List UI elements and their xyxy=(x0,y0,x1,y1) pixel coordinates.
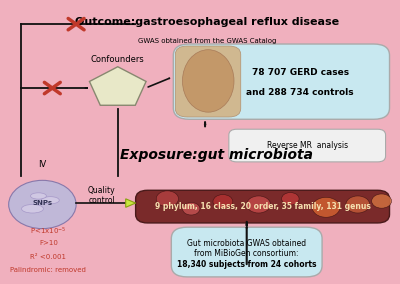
Circle shape xyxy=(156,191,178,207)
Polygon shape xyxy=(126,199,136,207)
Circle shape xyxy=(282,193,299,205)
Circle shape xyxy=(213,195,233,209)
Circle shape xyxy=(247,196,270,213)
Text: Quality
control: Quality control xyxy=(88,186,116,205)
Ellipse shape xyxy=(30,193,46,199)
Text: Reverse MR  analysis: Reverse MR analysis xyxy=(267,141,348,150)
Text: 78 707 GERD cases: 78 707 GERD cases xyxy=(252,68,349,77)
Text: and 288 734 controls: and 288 734 controls xyxy=(246,88,354,97)
Circle shape xyxy=(9,180,76,229)
Text: P<1x10$^{-5}$: P<1x10$^{-5}$ xyxy=(30,226,66,237)
FancyBboxPatch shape xyxy=(171,227,322,277)
Circle shape xyxy=(182,202,200,215)
Text: 18,340 subjects from 24 cohorts: 18,340 subjects from 24 cohorts xyxy=(177,260,316,269)
Text: Gut microbiota GWAS obtained: Gut microbiota GWAS obtained xyxy=(187,239,306,248)
Ellipse shape xyxy=(182,50,234,112)
FancyBboxPatch shape xyxy=(173,44,390,119)
Text: R² <0.001: R² <0.001 xyxy=(30,254,66,260)
Circle shape xyxy=(346,196,370,213)
Circle shape xyxy=(372,194,392,208)
Text: GWAS obtained from the GWAS Catalog: GWAS obtained from the GWAS Catalog xyxy=(138,38,276,44)
Text: from MiBioGen consortium:: from MiBioGen consortium: xyxy=(194,249,299,258)
Text: 9 phylum, 16 class, 20 order, 35 family, 131 genus: 9 phylum, 16 class, 20 order, 35 family,… xyxy=(155,202,370,211)
Polygon shape xyxy=(90,67,146,105)
Text: Palindromic: removed: Palindromic: removed xyxy=(10,267,86,273)
Text: F>10: F>10 xyxy=(39,240,58,246)
Text: Confounders: Confounders xyxy=(91,55,145,64)
Circle shape xyxy=(312,197,340,217)
FancyBboxPatch shape xyxy=(175,46,241,117)
FancyBboxPatch shape xyxy=(229,129,386,162)
Ellipse shape xyxy=(22,204,43,213)
Text: SNPs: SNPs xyxy=(32,200,52,206)
Ellipse shape xyxy=(42,197,59,204)
Text: IV: IV xyxy=(38,160,46,169)
FancyBboxPatch shape xyxy=(136,190,390,223)
Text: Outcome:gastroesophageal reflux disease: Outcome:gastroesophageal reflux disease xyxy=(75,17,339,27)
Text: Exposure:gut microbiota: Exposure:gut microbiota xyxy=(120,148,314,162)
